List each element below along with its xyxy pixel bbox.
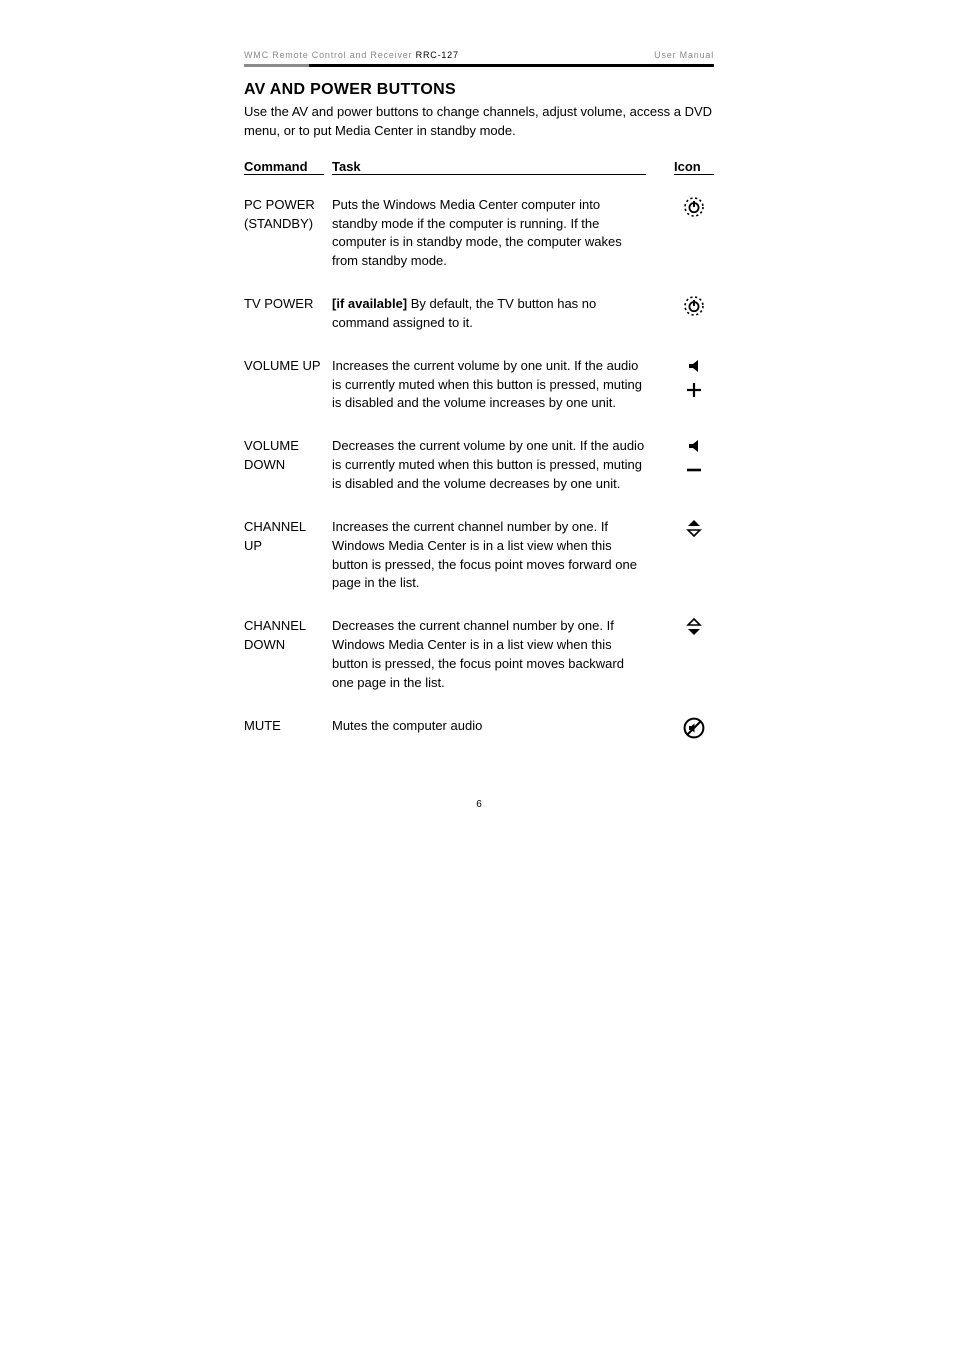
page-header: WMC Remote Control and Receiver RRC-127 … xyxy=(244,50,714,64)
col-task: Task xyxy=(332,159,646,175)
header-model: RRC-127 xyxy=(416,50,459,60)
table-row: VOLUME UPIncreases the current volume by… xyxy=(244,357,714,414)
task-cell: Mutes the computer audio xyxy=(332,717,646,739)
col-command: Command xyxy=(244,159,324,175)
task-bold-prefix: [if available] xyxy=(332,296,407,311)
table-row: TV POWER[if available] By default, the T… xyxy=(244,295,714,333)
plus-icon xyxy=(685,381,703,399)
table-body: PC POWER (STANDBY)Puts the Windows Media… xyxy=(244,196,714,739)
command-cell: CHANNEL DOWN xyxy=(244,617,324,692)
minus-icon xyxy=(685,461,703,479)
header-product: WMC Remote Control and Receiver xyxy=(244,50,412,60)
icon-cell xyxy=(674,437,714,494)
table-row: PC POWER (STANDBY)Puts the Windows Media… xyxy=(244,196,714,271)
command-cell: VOLUME DOWN xyxy=(244,437,324,494)
chan-down-icon xyxy=(685,617,703,637)
command-cell: TV POWER xyxy=(244,295,324,333)
section-title: AV AND POWER BUTTONS xyxy=(244,81,714,99)
task-cell: Puts the Windows Media Center computer i… xyxy=(332,196,646,271)
icon-cell xyxy=(674,518,714,593)
power-dashed-icon xyxy=(683,196,705,218)
table-row: CHANNEL UPIncreases the current channel … xyxy=(244,518,714,593)
table-header: Command Task Icon xyxy=(244,159,714,178)
header-rule xyxy=(244,64,714,67)
task-cell: Decreases the current channel number by … xyxy=(332,617,646,692)
manual-page: WMC Remote Control and Receiver RRC-127 … xyxy=(0,0,954,860)
table-row: MUTE Mutes the computer audio xyxy=(244,717,714,739)
icon-cell xyxy=(674,196,714,271)
task-cell: Increases the current volume by one unit… xyxy=(332,357,646,414)
section-intro: Use the AV and power buttons to change c… xyxy=(244,103,714,141)
speaker-icon xyxy=(687,437,701,455)
task-cell: Increases the current channel number by … xyxy=(332,518,646,593)
icon-cell xyxy=(674,295,714,333)
command-cell: MUTE xyxy=(244,717,324,739)
icon-cell xyxy=(674,717,714,739)
mute-icon xyxy=(683,717,705,739)
chan-up-icon xyxy=(685,518,703,538)
table-row: CHANNEL DOWNDecreases the current channe… xyxy=(244,617,714,692)
icon-cell xyxy=(674,617,714,692)
speaker-icon xyxy=(687,357,701,375)
col-icon: Icon xyxy=(674,159,714,175)
command-cell: CHANNEL UP xyxy=(244,518,324,593)
table-row: VOLUME DOWNDecreases the current volume … xyxy=(244,437,714,494)
task-cell: [if available] By default, the TV button… xyxy=(332,295,646,333)
command-cell: PC POWER (STANDBY) xyxy=(244,196,324,271)
task-cell: Decreases the current volume by one unit… xyxy=(332,437,646,494)
page-number: 6 xyxy=(244,799,714,810)
header-right: User Manual xyxy=(654,50,714,60)
icon-cell xyxy=(674,357,714,414)
power-dashed-icon xyxy=(683,295,705,317)
header-left: WMC Remote Control and Receiver RRC-127 xyxy=(244,50,459,60)
command-cell: VOLUME UP xyxy=(244,357,324,414)
